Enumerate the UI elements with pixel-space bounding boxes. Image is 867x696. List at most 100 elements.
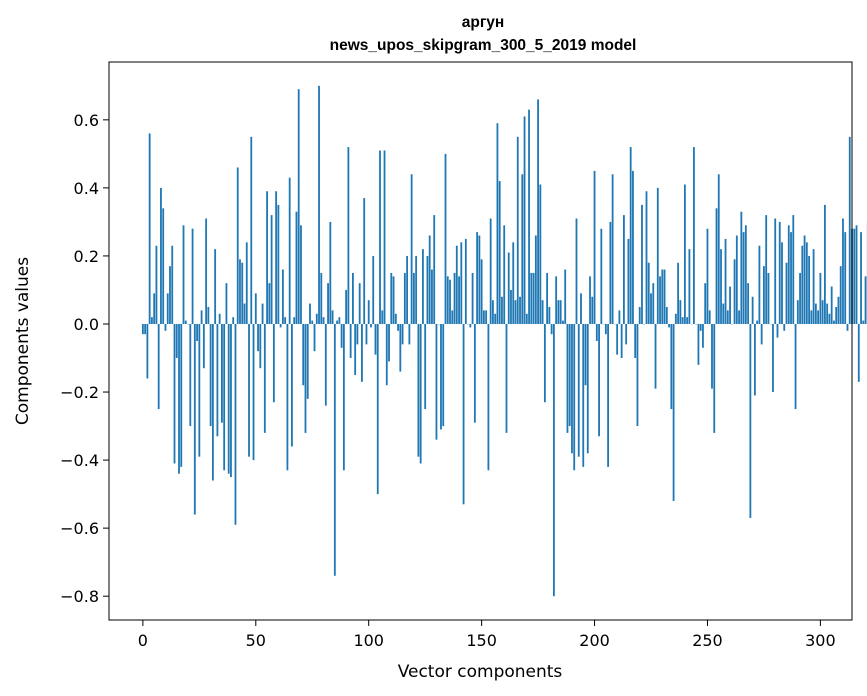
bar [428,235,431,324]
bar [778,221,781,324]
bar [487,323,490,471]
bar [464,238,467,324]
bar [381,310,384,324]
bar [634,323,637,359]
bar [223,323,226,471]
bar [293,317,296,324]
bar [207,306,210,324]
bar [279,323,282,328]
bar [257,323,259,352]
bar [537,99,539,324]
bar [571,323,573,454]
bar [333,323,336,576]
y-tick-label: −0.6 [60,519,99,538]
bar [347,147,350,324]
bar [724,238,727,324]
bar [173,323,176,464]
y-axis-label: Components values [13,257,33,425]
bar [193,323,196,515]
bar [295,211,298,324]
bar [519,296,521,324]
bar [659,276,661,324]
bar [833,320,835,324]
bar [534,235,537,324]
bar [713,323,716,433]
bar [169,266,171,324]
bar [196,323,198,341]
bar [776,323,779,338]
bar [473,323,476,423]
bar [550,323,553,335]
bar [426,255,429,324]
bar [715,208,718,324]
bar [611,174,614,324]
bar [674,313,677,324]
bar [760,323,763,345]
bar [729,286,731,324]
y-tick-label: 0.2 [74,247,99,266]
bar [772,323,774,393]
bar [679,300,682,324]
bar [433,215,436,324]
bar [372,255,375,324]
bar [641,204,643,324]
bar [281,269,284,324]
bar [431,269,433,324]
bar [248,323,250,457]
bar [647,262,650,324]
bar [799,272,801,324]
bar [478,235,481,324]
y-tick-label: 0.6 [74,111,99,130]
bar [365,323,368,345]
bar [227,323,230,474]
chart-title-line1: аргун [462,14,505,31]
y-tick-label: −0.2 [60,383,99,402]
bar [356,323,359,345]
bar [794,323,797,410]
bar [546,272,549,324]
bar [501,296,503,324]
bar [415,255,418,324]
bar [623,215,625,324]
bar [243,303,246,324]
bar [304,323,307,433]
bar [801,245,804,324]
bar [756,320,759,324]
bar [528,109,530,324]
x-tick-label: 250 [692,631,723,650]
bar [374,323,377,355]
bar [575,218,578,324]
bar [767,272,770,324]
bar [453,272,456,324]
bar [239,259,241,324]
bar [846,323,849,331]
bar [817,310,820,324]
bar [376,323,379,495]
bar [327,283,329,324]
bar [284,317,287,324]
bar [329,221,332,324]
bar [469,323,472,328]
bar [582,323,585,467]
bar [591,296,594,324]
bar [410,174,413,324]
bar [507,252,510,324]
bar [627,238,630,324]
bar [566,323,569,433]
bar [363,198,366,324]
bar [291,323,293,447]
bar [702,323,704,348]
bar [261,303,264,324]
bar [835,306,838,324]
bar [205,218,208,324]
bar [367,300,370,324]
bar [146,323,149,379]
bar [460,242,463,324]
bar [345,289,348,324]
bar [830,286,833,324]
bar [268,283,271,324]
bar [632,170,634,324]
y-axis-ticks: −0.8 −0.6 −0.4 −0.2 0.0 0.2 0.4 0.6 [60,111,109,606]
bar [539,184,542,324]
bar [672,323,675,501]
